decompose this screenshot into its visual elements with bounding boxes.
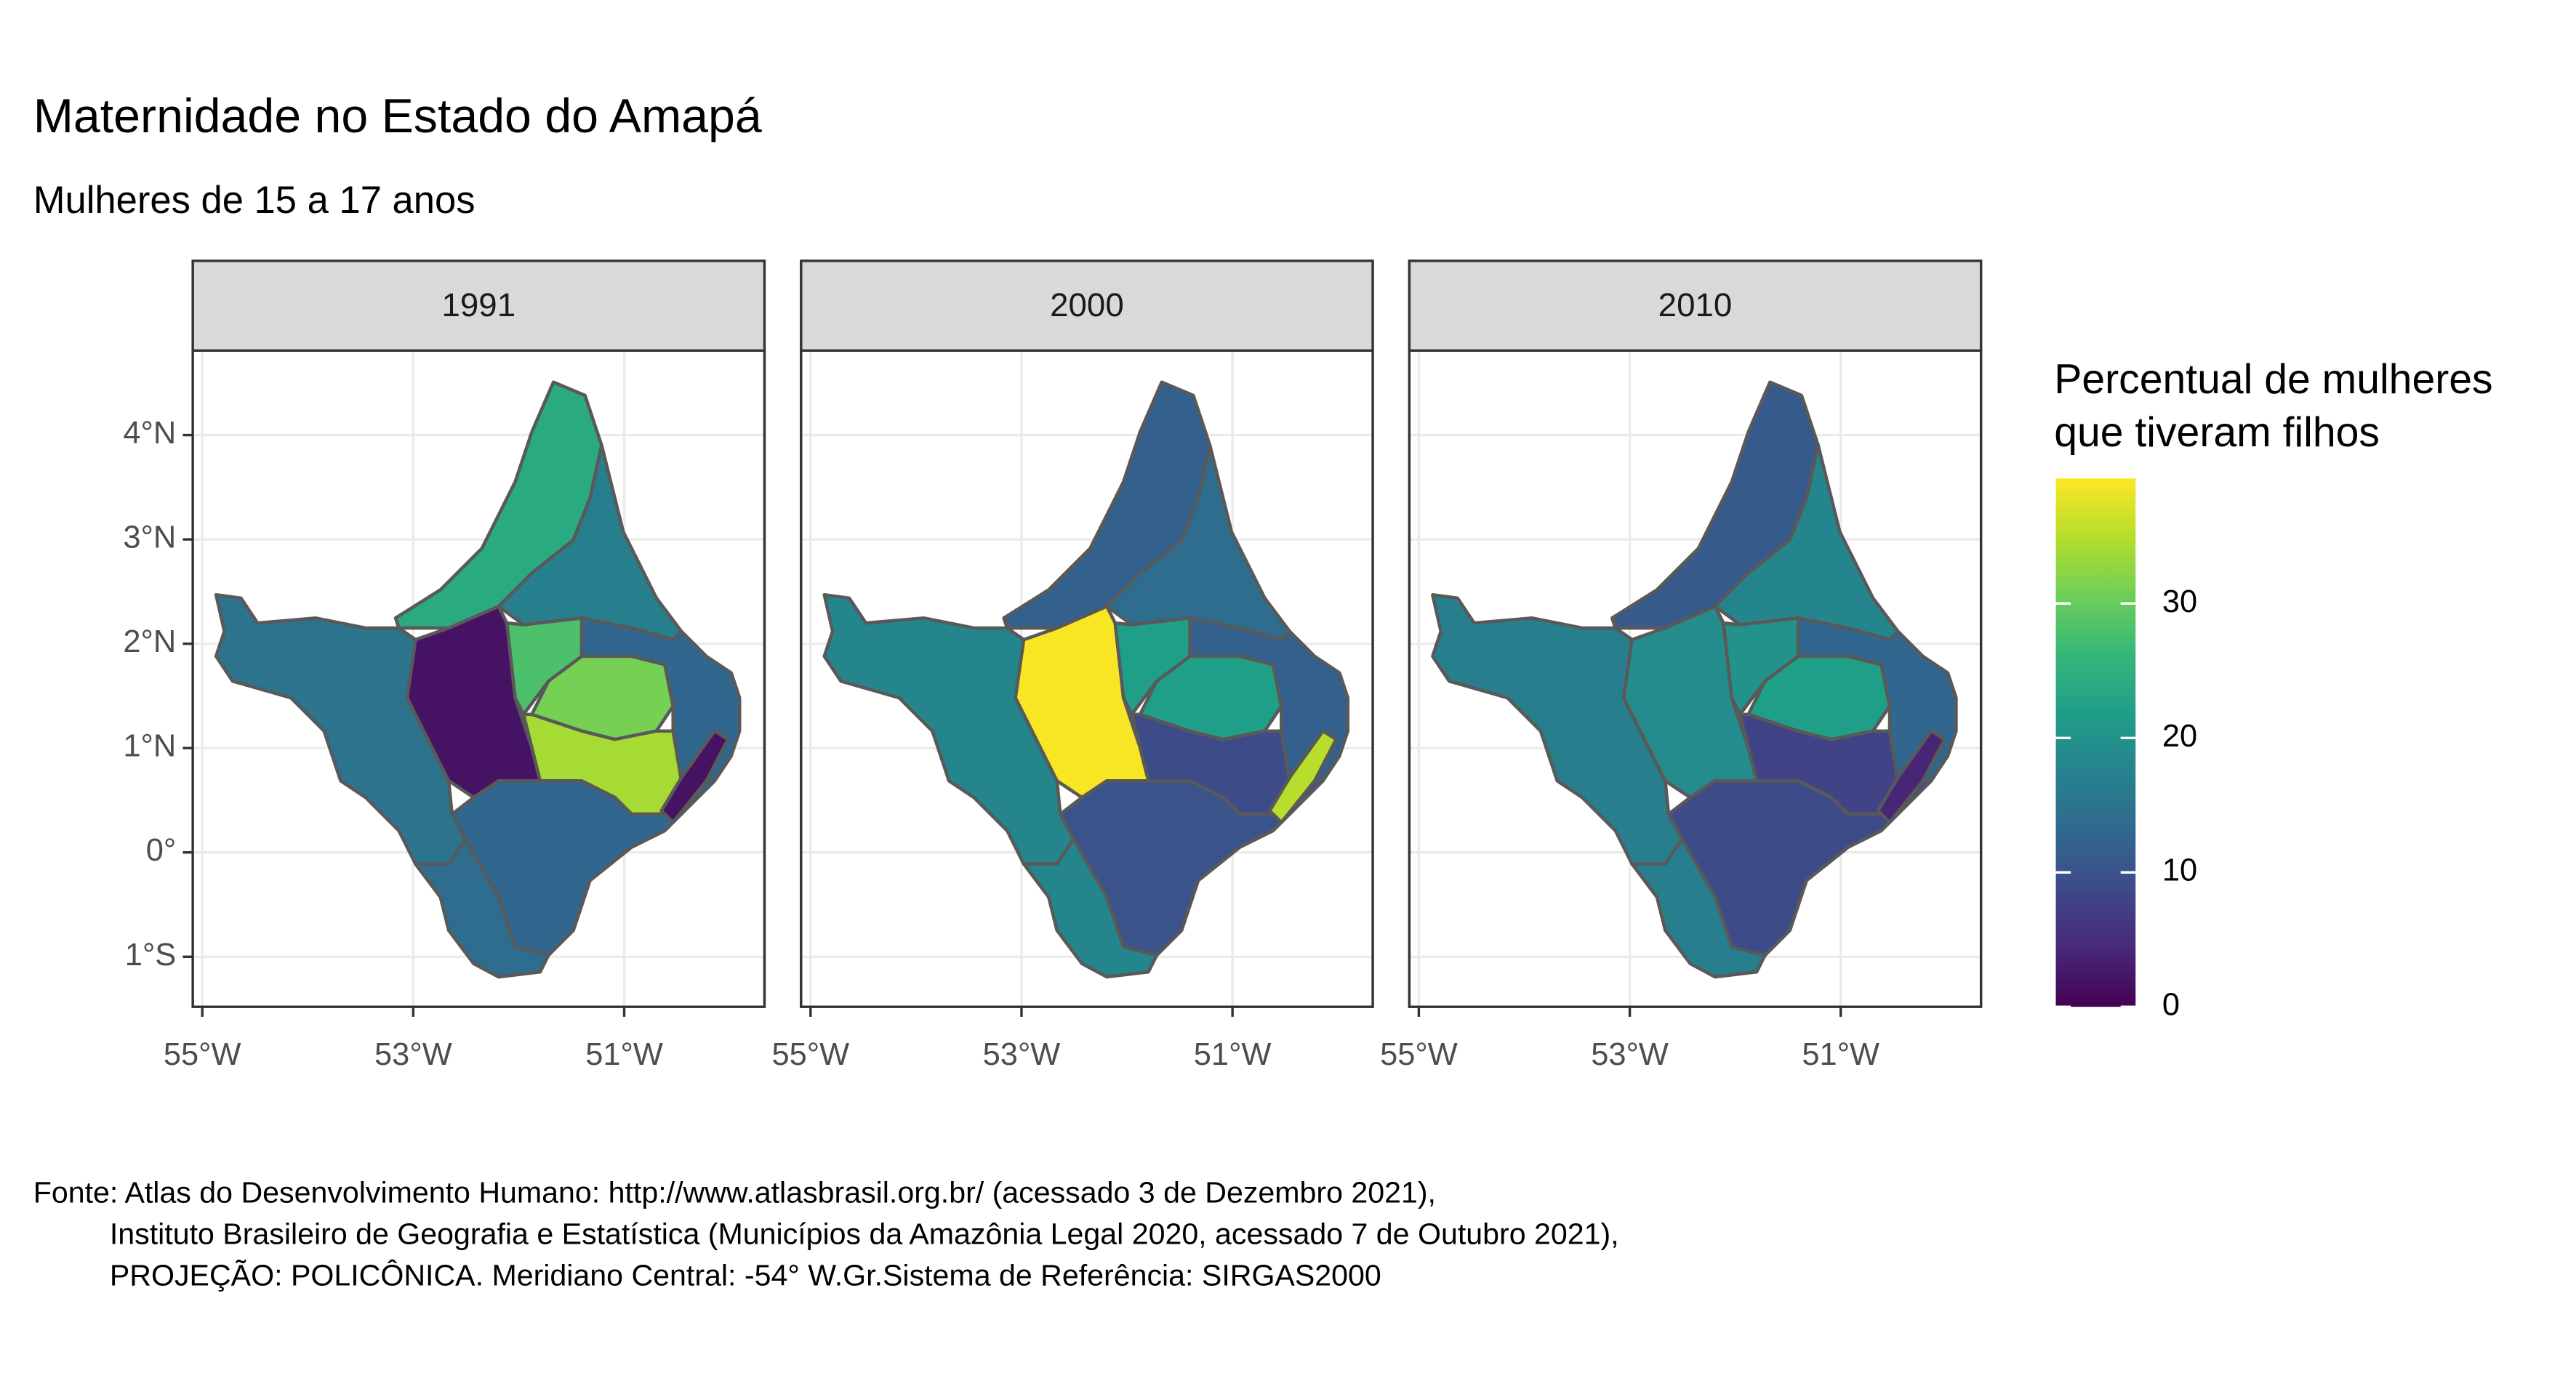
x-tick-label: 51°W bbox=[1194, 1037, 1272, 1072]
colorbar bbox=[2055, 478, 2136, 1007]
region bbox=[659, 729, 730, 824]
caption: Instituto Brasileiro de Geografia e Esta… bbox=[110, 1217, 1619, 1251]
region bbox=[1188, 616, 1350, 783]
x-tick-label: 51°W bbox=[585, 1037, 663, 1072]
region bbox=[1022, 837, 1159, 979]
facet-label: 2010 bbox=[1658, 286, 1733, 323]
region bbox=[1630, 837, 1767, 979]
legend-tick-label: 0 bbox=[2162, 988, 2180, 1023]
region bbox=[414, 837, 550, 979]
legend-title: que tiveram filhos bbox=[2054, 409, 2380, 456]
legend-tick-label: 30 bbox=[2162, 584, 2197, 619]
legend-title: Percentual de mulheres bbox=[2054, 356, 2492, 403]
caption: Fonte: Atlas do Desenvolvimento Humano: … bbox=[33, 1175, 1436, 1209]
facet-label: 1991 bbox=[441, 286, 515, 323]
facet-strip bbox=[800, 259, 1374, 353]
x-tick-label: 51°W bbox=[1802, 1037, 1879, 1072]
y-tick-label: 0° bbox=[146, 833, 177, 868]
y-tick-label: 1°S bbox=[125, 938, 176, 973]
region bbox=[1059, 779, 1325, 957]
x-tick-label: 55°W bbox=[771, 1037, 849, 1072]
x-tick-label: 55°W bbox=[1380, 1037, 1458, 1072]
region bbox=[1796, 616, 1958, 783]
x-tick-label: 55°W bbox=[164, 1037, 241, 1072]
x-tick-label: 53°W bbox=[374, 1037, 452, 1072]
region bbox=[1876, 729, 1946, 824]
y-tick-label: 4°N bbox=[123, 416, 176, 451]
facet-strip bbox=[1408, 259, 1983, 353]
chart-title: Maternidade no Estado do Amapá bbox=[33, 89, 762, 143]
facet-label: 2000 bbox=[1050, 286, 1124, 323]
x-tick-label: 53°W bbox=[1591, 1037, 1669, 1072]
y-tick-label: 2°N bbox=[123, 624, 176, 659]
region bbox=[1666, 779, 1933, 957]
facet-strip bbox=[191, 259, 766, 353]
chart-subtitle: Mulheres de 15 a 17 anos bbox=[33, 179, 476, 222]
region bbox=[1268, 729, 1339, 824]
legend-tick-label: 20 bbox=[2162, 719, 2197, 754]
legend-tick-label: 10 bbox=[2162, 853, 2197, 888]
region bbox=[450, 779, 717, 957]
x-tick-label: 53°W bbox=[983, 1037, 1061, 1072]
region bbox=[579, 616, 742, 783]
y-tick-label: 1°N bbox=[123, 729, 176, 764]
y-tick-label: 3°N bbox=[123, 520, 176, 555]
caption: PROJEÇÃO: POLICÔNICA. Meridiano Central:… bbox=[110, 1259, 1381, 1292]
